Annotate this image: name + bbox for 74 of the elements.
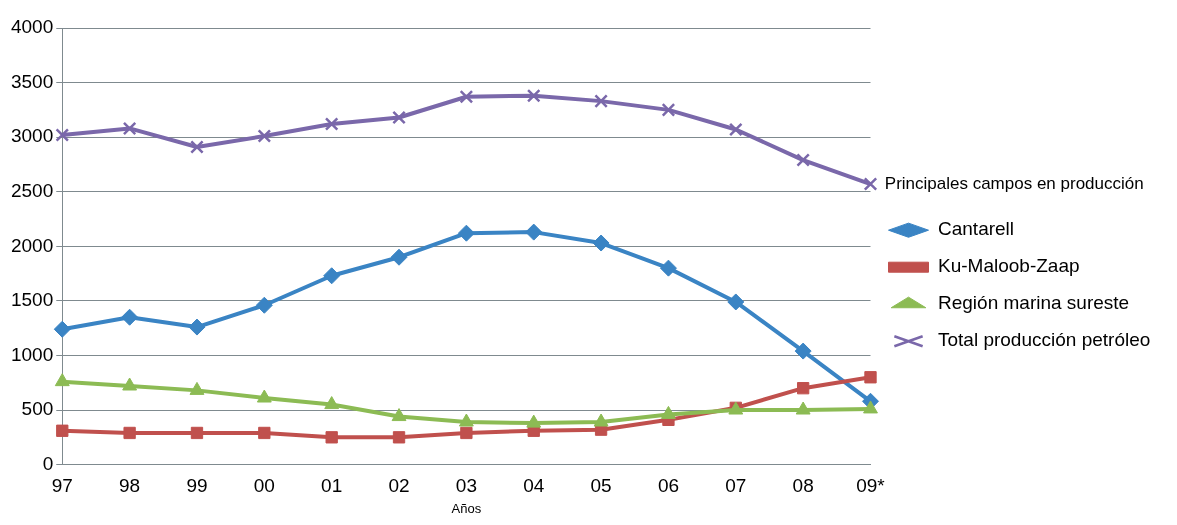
point [661, 102, 676, 117]
point [121, 308, 139, 326]
point [53, 320, 71, 338]
point [594, 94, 608, 109]
x-axis-title: Años [451, 500, 482, 516]
x-tick-label: 05 [590, 475, 612, 497]
point [325, 431, 338, 444]
point [390, 248, 408, 266]
point [796, 153, 811, 167]
x-tick-label: 02 [388, 475, 410, 497]
point [323, 267, 341, 285]
x-tick-label: 04 [523, 475, 545, 497]
point [526, 414, 542, 428]
x-tick-label: 99 [186, 475, 208, 497]
x-tick-label: 08 [792, 475, 814, 497]
point [796, 382, 810, 395]
point [123, 426, 136, 440]
point [54, 373, 70, 387]
point [392, 431, 406, 444]
x-tick-label: 07 [725, 475, 747, 497]
x-tick-label: 01 [321, 475, 343, 497]
y-tick-label: 1500 [10, 289, 54, 311]
x-tick-label: 98 [119, 475, 141, 497]
y-tick-label: 500 [21, 398, 54, 420]
x-tick-label: 06 [657, 475, 680, 497]
point [728, 122, 743, 137]
point [188, 318, 206, 336]
point [190, 426, 204, 440]
point [525, 223, 543, 241]
point [189, 381, 205, 395]
point [392, 110, 406, 125]
legend-label: Cantarell [938, 218, 1015, 240]
point [460, 426, 473, 440]
x-tick-label: 03 [455, 475, 477, 497]
point [324, 117, 339, 131]
point [255, 296, 273, 314]
point [122, 377, 138, 391]
point [391, 408, 407, 422]
legend-label: Región marina sureste [938, 292, 1130, 314]
point [661, 405, 676, 419]
point [864, 371, 877, 384]
point [457, 224, 475, 242]
point [324, 396, 340, 410]
point [257, 129, 272, 143]
y-tick-label: 2000 [10, 234, 54, 256]
point [593, 413, 609, 427]
y-tick-label: 2500 [10, 179, 54, 201]
legend-label: Total producción petróleo [938, 329, 1151, 351]
point [56, 424, 69, 437]
point [863, 177, 878, 191]
point [727, 293, 745, 311]
point [190, 140, 204, 154]
y-tick-label: 1000 [10, 343, 54, 365]
x-tick-label: 97 [51, 475, 73, 497]
y-tick-label: 4000 [10, 16, 54, 38]
legend-label: Ku-Maloob-Zaap [938, 255, 1080, 277]
point [526, 88, 541, 103]
point [122, 121, 137, 136]
y-tick-label: 0 [42, 452, 54, 474]
point [258, 426, 271, 440]
point [794, 342, 812, 360]
x-tick-label: 00 [253, 475, 275, 497]
y-tick-label: 3500 [10, 70, 54, 92]
point [795, 401, 811, 415]
point [592, 234, 610, 252]
point [55, 128, 70, 142]
legend-title: Principales campos en producción [884, 174, 1144, 194]
point [459, 89, 474, 104]
point [256, 389, 272, 403]
point [458, 413, 474, 427]
point [863, 400, 878, 414]
x-tick-label: 09* [856, 475, 886, 497]
y-tick-label: 3000 [10, 125, 54, 147]
point [659, 259, 677, 277]
